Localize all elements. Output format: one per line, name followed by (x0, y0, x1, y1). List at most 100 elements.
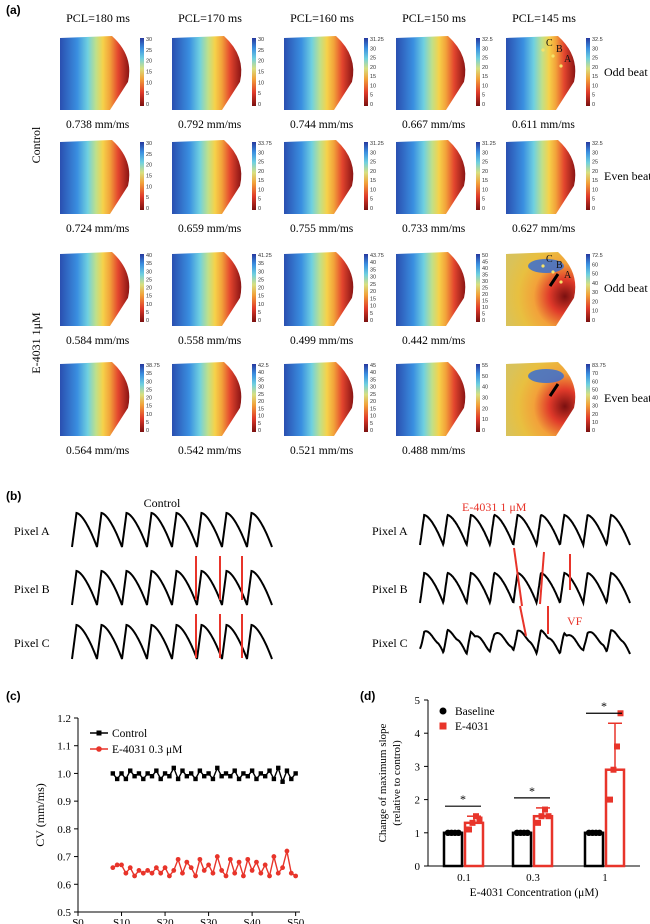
color-scale-tick: 31.25 (482, 141, 496, 147)
data-point (110, 865, 116, 871)
x-tick-label: S0 (72, 917, 84, 924)
color-scale-tick: 20 (592, 412, 598, 418)
data-point (276, 765, 281, 771)
conduction-velocity-label: 0.755 mm/ms (290, 223, 354, 235)
legend-marker-e4031 (439, 722, 447, 730)
color-scale-tick: 40 (370, 370, 376, 376)
color-scale-tick: 35 (370, 377, 376, 383)
color-scale-tick: 25 (370, 392, 376, 398)
color-scale-tick: 40 (592, 396, 598, 402)
color-scale-tick: 15 (370, 406, 376, 412)
color-scale-bar (586, 142, 590, 210)
color-scale-tick: 10 (258, 302, 264, 308)
beat-label: Odd beat (604, 281, 648, 295)
x-tick-label: 1 (602, 872, 608, 884)
trace-e4031 (419, 628, 631, 657)
color-scale-tick: 20 (592, 65, 598, 71)
color-scale-tick: 20 (146, 396, 152, 402)
color-scale-tick: 42.5 (258, 363, 269, 369)
activation-map-cell: 33.75 30 25 20 15 10 5 0 0.659 mm/ms (172, 140, 272, 235)
color-scale-tick: 35 (258, 377, 264, 383)
activation-map-cell: 38.75 35 30 25 20 15 10 5 0 0.564 mm/ms (60, 362, 160, 457)
data-point (524, 829, 531, 836)
activation-map (506, 140, 576, 214)
data-point (455, 829, 462, 836)
color-scale-tick: 20 (146, 163, 152, 169)
data-point (267, 873, 272, 879)
color-scale-tick: 32.5 (592, 37, 603, 43)
data-point (145, 771, 150, 776)
color-scale-bar (476, 364, 480, 432)
y-tick-label: 1 (415, 828, 421, 840)
data-point (267, 768, 272, 773)
color-scale-tick: 30 (592, 290, 598, 296)
color-scale-tick: 5 (592, 197, 595, 203)
significance-star: * (460, 792, 466, 806)
color-scale-tick: 15 (146, 174, 152, 180)
color-scale-tick: 0 (258, 206, 261, 212)
activation-map (396, 140, 466, 214)
color-scale-tick: 30 (258, 269, 264, 275)
data-point (236, 776, 242, 782)
data-point (227, 856, 233, 862)
color-scale-tick: 10 (592, 83, 598, 89)
activation-map (60, 36, 130, 110)
data-point (171, 868, 177, 873)
data-point (271, 854, 277, 859)
activation-map (172, 36, 242, 110)
color-scale-tick: 0 (146, 318, 149, 324)
color-scale-tick: 5 (146, 91, 149, 97)
data-point (607, 796, 613, 803)
data-point (145, 868, 151, 873)
data-point (241, 771, 246, 776)
color-scale-tick: 31.25 (370, 37, 384, 43)
data-point (162, 865, 168, 871)
color-scale-tick: 20 (370, 169, 376, 175)
activation-map (396, 36, 466, 110)
color-scale-tick: 0 (258, 102, 261, 108)
color-scale-tick: 0 (482, 206, 485, 212)
pixel-marker (559, 280, 563, 284)
color-scale-bar (364, 364, 368, 432)
block-region (528, 259, 564, 273)
data-point (262, 862, 268, 868)
color-scale-tick: 0 (592, 206, 595, 212)
data-point (136, 771, 142, 776)
x-tick-label: S50 (287, 917, 305, 924)
color-scale-bar (364, 142, 368, 210)
color-scale-tick: 20 (370, 65, 376, 71)
color-scale-tick: 30 (258, 37, 264, 43)
optical-traces: Pixel A Pixel A Pixel B Pixel B Pixel C Pixel… (14, 511, 631, 660)
data-point (206, 771, 211, 776)
x-tick-label: S20 (156, 917, 174, 924)
data-point (275, 870, 281, 876)
data-point (469, 819, 476, 826)
color-scale-tick: 5 (482, 312, 485, 318)
color-scale-tick: 20 (370, 399, 376, 405)
color-scale-tick: 15 (258, 406, 264, 412)
data-point (180, 870, 185, 876)
data-point (538, 813, 545, 820)
group-label-control: Control (29, 126, 43, 163)
color-scale-tick: 20 (482, 65, 488, 71)
activation-map (60, 252, 130, 326)
color-scale-tick: 20 (258, 399, 264, 405)
color-scale-tick: 30 (592, 404, 598, 410)
activation-map (172, 362, 242, 436)
color-scale-bar (476, 38, 480, 106)
data-point (545, 813, 552, 820)
pcl-headers: PCL=180 ms PCL=170 ms PCL=160 ms PCL=150 ms… (66, 11, 576, 25)
color-scale-tick: 20 (592, 169, 598, 175)
panel-b-label: (b) (6, 489, 21, 503)
conduction-velocity-label: 0.659 mm/ms (178, 223, 242, 235)
activation-map-cell: 31.25 30 25 20 15 10 5 0 0.744 mm/ms (284, 36, 384, 131)
bar (604, 768, 626, 868)
data-point (175, 776, 181, 782)
color-scale-tick: 40 (482, 266, 488, 272)
color-scale-tick: 50 (592, 272, 598, 278)
legend-marker-baseline (439, 707, 447, 715)
activation-map-cell: 32.5 30 25 20 15 10 5 0 0.627 mm/ms (506, 140, 603, 235)
color-scale-tick: 72.5 (592, 253, 603, 259)
data-point (123, 870, 129, 876)
color-scale-tick: 25 (258, 48, 264, 54)
